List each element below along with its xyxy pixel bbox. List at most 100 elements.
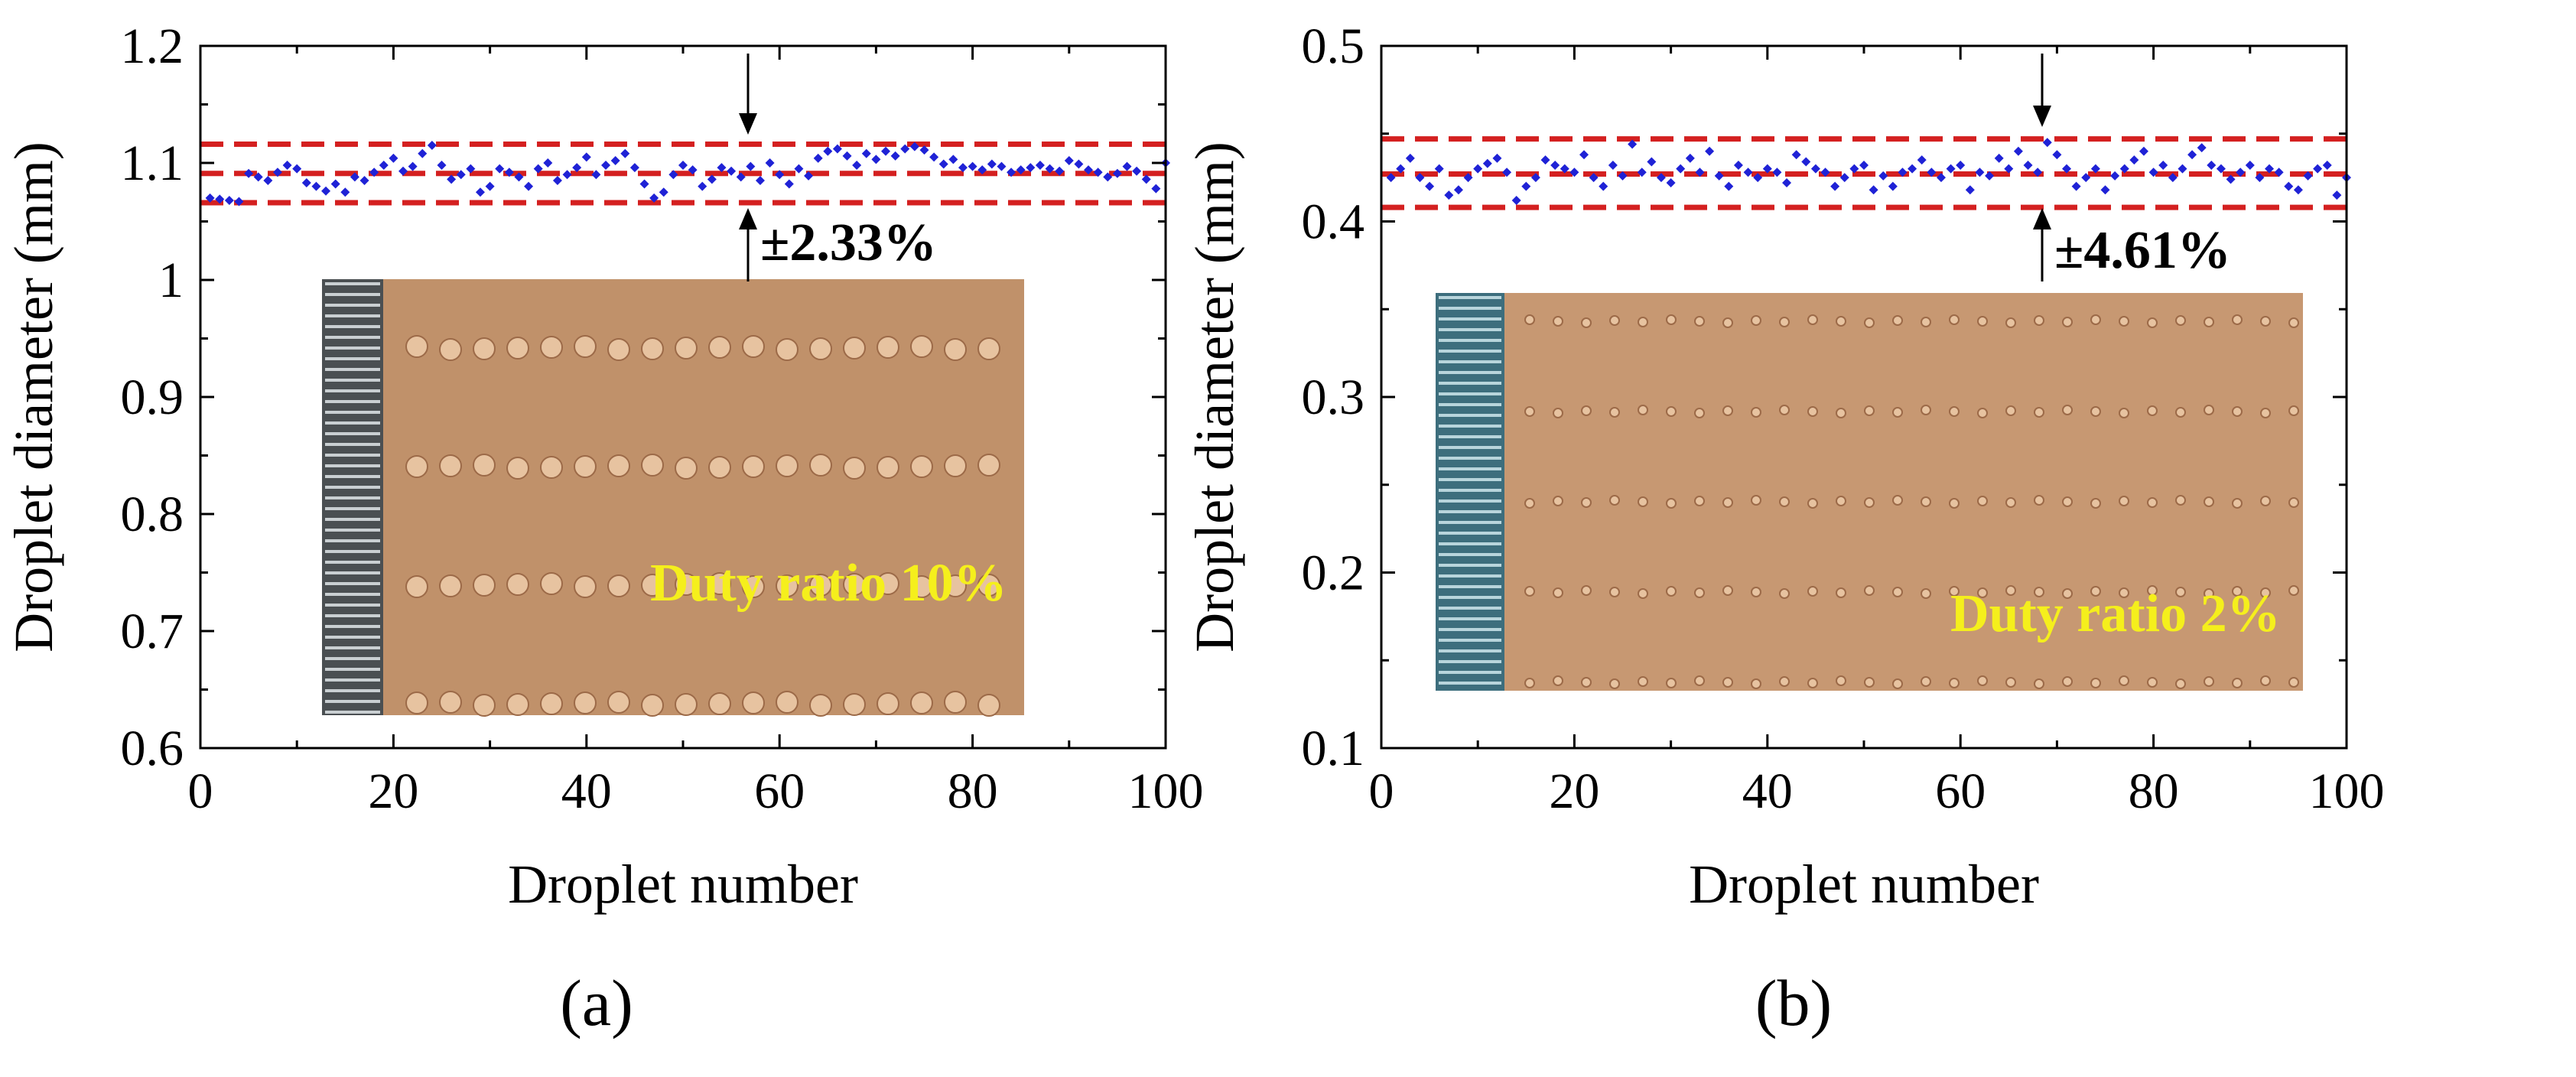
droplet-deposit	[2062, 588, 2073, 599]
droplet-deposit	[1694, 496, 1705, 506]
data-point	[688, 165, 698, 175]
data-point	[1132, 166, 1142, 176]
data-point	[1772, 168, 1782, 177]
droplet-deposit	[607, 454, 630, 477]
data-point	[1801, 157, 1811, 167]
droplet-deposit	[1553, 675, 1563, 686]
data-point	[504, 168, 514, 177]
data-point	[456, 170, 466, 180]
droplet-deposit	[1581, 405, 1592, 416]
data-point	[2023, 161, 2033, 171]
droplet-deposit	[809, 694, 832, 717]
droplet-deposit	[1524, 678, 1535, 688]
data-point	[1569, 168, 1579, 177]
data-point	[1830, 181, 1840, 191]
y-tick-label: 0.7	[121, 604, 184, 659]
data-point	[1608, 161, 1618, 171]
droplet-deposit	[708, 336, 731, 359]
tolerance-label: ±4.61%	[2054, 221, 2231, 280]
droplet-deposit	[1892, 587, 1903, 597]
inset-shade	[322, 279, 1024, 715]
inset-shade	[1436, 293, 2303, 691]
y-tick-label: 1	[158, 252, 184, 308]
data-point	[1820, 168, 1830, 177]
data-point	[1074, 159, 1084, 169]
droplet-deposit	[843, 457, 866, 480]
data-point	[1666, 178, 1676, 188]
data-point	[2236, 168, 2246, 177]
data-point	[823, 146, 833, 156]
data-point	[1628, 139, 1638, 149]
droplet-deposit	[1638, 676, 1648, 687]
droplet-deposit	[2119, 675, 2129, 686]
droplet-deposit	[1864, 317, 1875, 328]
data-point	[253, 172, 263, 182]
droplet-deposit	[1807, 586, 1818, 597]
droplet-deposit	[675, 457, 698, 480]
droplet-deposit	[641, 337, 664, 360]
data-point	[1618, 171, 1628, 181]
x-tick-label: 60	[754, 763, 805, 819]
data-point	[832, 144, 842, 154]
droplet-deposit	[1751, 315, 1761, 326]
data-point	[215, 194, 225, 204]
data-point	[1753, 173, 1763, 183]
droplet-deposit	[2090, 314, 2101, 325]
droplet-deposit	[607, 574, 630, 597]
data-point	[2178, 164, 2187, 174]
data-point	[1791, 150, 1801, 160]
droplet-deposit	[843, 693, 866, 716]
data-point	[2293, 185, 2303, 195]
droplet-deposit	[2260, 587, 2271, 598]
data-point	[1589, 173, 1599, 183]
data-point	[408, 161, 418, 171]
data-point	[2042, 138, 2052, 148]
droplet-deposit	[405, 691, 428, 714]
data-point	[524, 181, 534, 191]
droplet-deposit	[877, 692, 899, 715]
droplet-deposit	[2005, 497, 2016, 508]
tolerance-arrows	[2033, 54, 2051, 281]
droplet-deposit	[1807, 678, 1818, 688]
data-point	[698, 181, 707, 191]
data-point	[292, 164, 302, 174]
data-point	[2284, 181, 2294, 191]
droplet-deposit	[2260, 408, 2271, 418]
data-point	[1444, 190, 1454, 200]
droplet-deposit	[1609, 495, 1620, 506]
droplet-deposit	[2175, 587, 2186, 597]
data-point	[736, 172, 746, 182]
droplet-deposit	[1722, 317, 1733, 328]
droplet-deposit	[1949, 314, 1960, 325]
x-tick-label: 100	[2309, 763, 2385, 819]
droplet-deposit	[1694, 408, 1705, 418]
panel-b: Duty ratio 2% ±4.61% 0 20 40 60 80 1000.10.20…	[1184, 18, 2385, 1040]
droplet-deposit	[675, 693, 698, 716]
droplet-deposit	[1751, 587, 1761, 597]
data-point	[282, 161, 292, 171]
data-point	[678, 161, 688, 171]
data-point	[350, 172, 359, 182]
droplet-deposit	[2260, 496, 2271, 506]
data-point	[2129, 155, 2139, 165]
droplet-deposit	[809, 574, 832, 597]
droplet-deposit	[506, 457, 529, 480]
droplet-deposit	[1694, 675, 1705, 686]
data-point	[340, 187, 350, 197]
data-point	[1530, 173, 1540, 183]
droplet-deposit	[1666, 314, 1677, 325]
droplet-deposit	[977, 454, 1000, 477]
data-point	[1492, 153, 1502, 163]
droplet-deposit	[708, 456, 731, 479]
droplet-deposit	[1581, 317, 1592, 328]
droplet-deposit	[574, 455, 597, 478]
data-point	[1676, 164, 1686, 174]
droplet-deposit	[1949, 498, 1960, 509]
droplet-deposit	[1722, 585, 1733, 596]
data-point	[1839, 173, 1849, 183]
data-point	[727, 166, 737, 176]
x-tick-label: 40	[561, 763, 612, 819]
droplet-deposit	[1666, 406, 1677, 417]
droplet-deposit	[1666, 586, 1677, 597]
droplet-deposit	[1524, 314, 1535, 325]
